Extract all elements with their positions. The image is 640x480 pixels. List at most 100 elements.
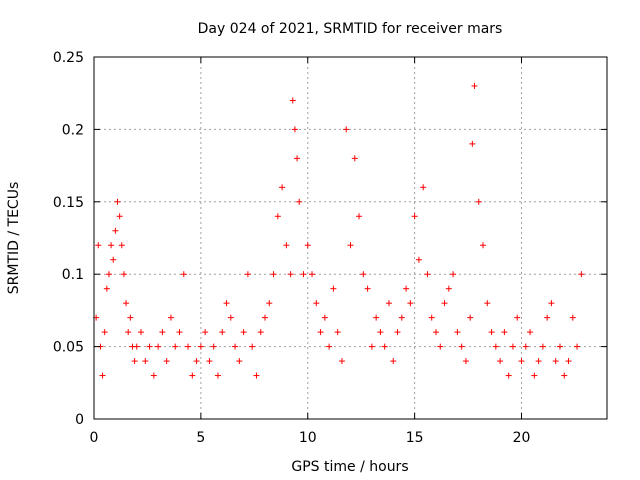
data-point	[110, 256, 117, 263]
data-point	[103, 285, 110, 292]
data-point	[274, 213, 281, 220]
data-point	[548, 300, 555, 307]
data-point	[105, 271, 112, 278]
data-point	[338, 358, 345, 365]
data-point	[223, 300, 230, 307]
data-point	[236, 358, 243, 365]
axis-ticks: 0 0.05 0.1 0.15 0.2 0.25 0 5 10 15 20	[53, 50, 607, 446]
data-point	[262, 314, 268, 321]
data-point	[244, 271, 251, 278]
data-point	[351, 155, 358, 162]
data-point	[458, 343, 465, 350]
data-point	[480, 242, 487, 249]
data-point	[509, 343, 516, 350]
data-point	[296, 198, 303, 205]
data-point	[219, 329, 226, 336]
data-point	[360, 271, 367, 278]
y-tick-label: 0.2	[62, 122, 84, 138]
data-point	[101, 329, 108, 336]
data-point	[505, 372, 512, 379]
data-point	[321, 314, 328, 321]
data-point	[377, 329, 384, 336]
data-point	[227, 314, 234, 321]
data-point	[403, 285, 410, 292]
data-point	[535, 358, 542, 365]
data-point	[125, 329, 132, 336]
data-point	[300, 271, 307, 278]
data-point	[180, 271, 187, 278]
data-point	[501, 329, 508, 336]
data-point	[167, 314, 174, 321]
data-point	[193, 358, 200, 365]
x-tick-label: 5	[196, 430, 205, 446]
data-point	[159, 329, 166, 336]
data-point	[270, 271, 277, 278]
data-point	[313, 300, 320, 307]
data-point	[488, 329, 495, 336]
grid-lines	[94, 57, 607, 419]
data-point	[544, 314, 551, 321]
data-point	[232, 343, 239, 350]
data-point	[565, 358, 572, 365]
data-point	[206, 358, 213, 365]
data-point	[118, 242, 125, 249]
data-point	[385, 300, 392, 307]
y-tick-label: 0.1	[62, 267, 84, 283]
x-tick-label: 10	[299, 430, 317, 446]
data-point	[441, 300, 448, 307]
y-axis-label: SRMTID / TECUs	[6, 182, 22, 295]
data-point	[214, 372, 221, 379]
data-point	[127, 314, 134, 321]
data-point	[330, 285, 337, 292]
data-point	[398, 314, 405, 321]
x-tick-label: 0	[90, 430, 99, 446]
data-point	[471, 82, 478, 89]
data-point	[454, 329, 461, 336]
data-point	[424, 271, 431, 278]
data-point	[518, 358, 525, 365]
data-point	[146, 343, 153, 350]
data-point	[469, 140, 476, 147]
data-point	[578, 271, 585, 278]
data-point	[497, 358, 504, 365]
data-point	[364, 285, 371, 292]
data-point	[116, 213, 123, 220]
data-point	[257, 329, 264, 336]
data-point	[279, 184, 286, 191]
y-tick-label: 0.15	[53, 195, 84, 211]
data-point	[467, 314, 474, 321]
data-point	[172, 343, 179, 350]
plot-frame	[93, 56, 608, 420]
y-tick-label: 0	[75, 412, 84, 428]
data-point	[185, 343, 192, 350]
data-point	[484, 300, 491, 307]
data-point	[356, 213, 363, 220]
x-tick-label: 15	[406, 430, 424, 446]
data-point	[131, 358, 138, 365]
data-point	[347, 242, 354, 249]
data-point	[95, 242, 102, 249]
data-point	[142, 358, 149, 365]
data-point	[210, 343, 217, 350]
data-point	[108, 242, 115, 249]
data-point	[197, 343, 204, 350]
data-point	[343, 126, 350, 133]
data-point	[394, 329, 401, 336]
data-point	[522, 343, 529, 350]
data-point	[253, 372, 260, 379]
data-point	[240, 329, 247, 336]
y-tick-label: 0.05	[53, 340, 84, 356]
data-point	[163, 358, 170, 365]
y-tick-label: 0.25	[53, 50, 84, 66]
data-point	[283, 242, 290, 249]
data-point	[123, 300, 130, 307]
data-point	[304, 242, 311, 249]
data-point	[291, 126, 298, 133]
data-point	[445, 285, 452, 292]
data-point	[176, 329, 183, 336]
x-tick-label: 20	[513, 430, 531, 446]
data-point	[450, 271, 457, 278]
data-point	[309, 271, 316, 278]
data-point	[150, 372, 157, 379]
